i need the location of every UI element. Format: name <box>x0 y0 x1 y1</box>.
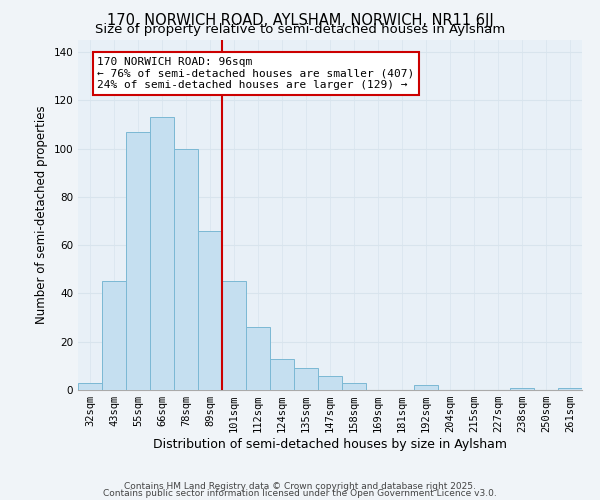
Bar <box>342 383 366 390</box>
Text: Size of property relative to semi-detached houses in Aylsham: Size of property relative to semi-detach… <box>95 22 505 36</box>
Bar <box>558 388 582 390</box>
Bar <box>414 385 438 390</box>
Bar <box>174 148 198 390</box>
Bar <box>126 132 150 390</box>
Text: 170, NORWICH ROAD, AYLSHAM, NORWICH, NR11 6JJ: 170, NORWICH ROAD, AYLSHAM, NORWICH, NR1… <box>107 12 493 28</box>
X-axis label: Distribution of semi-detached houses by size in Aylsham: Distribution of semi-detached houses by … <box>153 438 507 451</box>
Bar <box>198 230 222 390</box>
Bar <box>222 282 246 390</box>
Bar <box>318 376 342 390</box>
Y-axis label: Number of semi-detached properties: Number of semi-detached properties <box>35 106 48 324</box>
Bar <box>246 327 270 390</box>
Bar <box>510 388 534 390</box>
Text: Contains public sector information licensed under the Open Government Licence v3: Contains public sector information licen… <box>103 488 497 498</box>
Bar <box>270 358 294 390</box>
Bar <box>102 282 126 390</box>
Bar <box>150 117 174 390</box>
Bar <box>78 383 102 390</box>
Bar <box>294 368 318 390</box>
Text: Contains HM Land Registry data © Crown copyright and database right 2025.: Contains HM Land Registry data © Crown c… <box>124 482 476 491</box>
Text: 170 NORWICH ROAD: 96sqm
← 76% of semi-detached houses are smaller (407)
24% of s: 170 NORWICH ROAD: 96sqm ← 76% of semi-de… <box>97 57 415 90</box>
